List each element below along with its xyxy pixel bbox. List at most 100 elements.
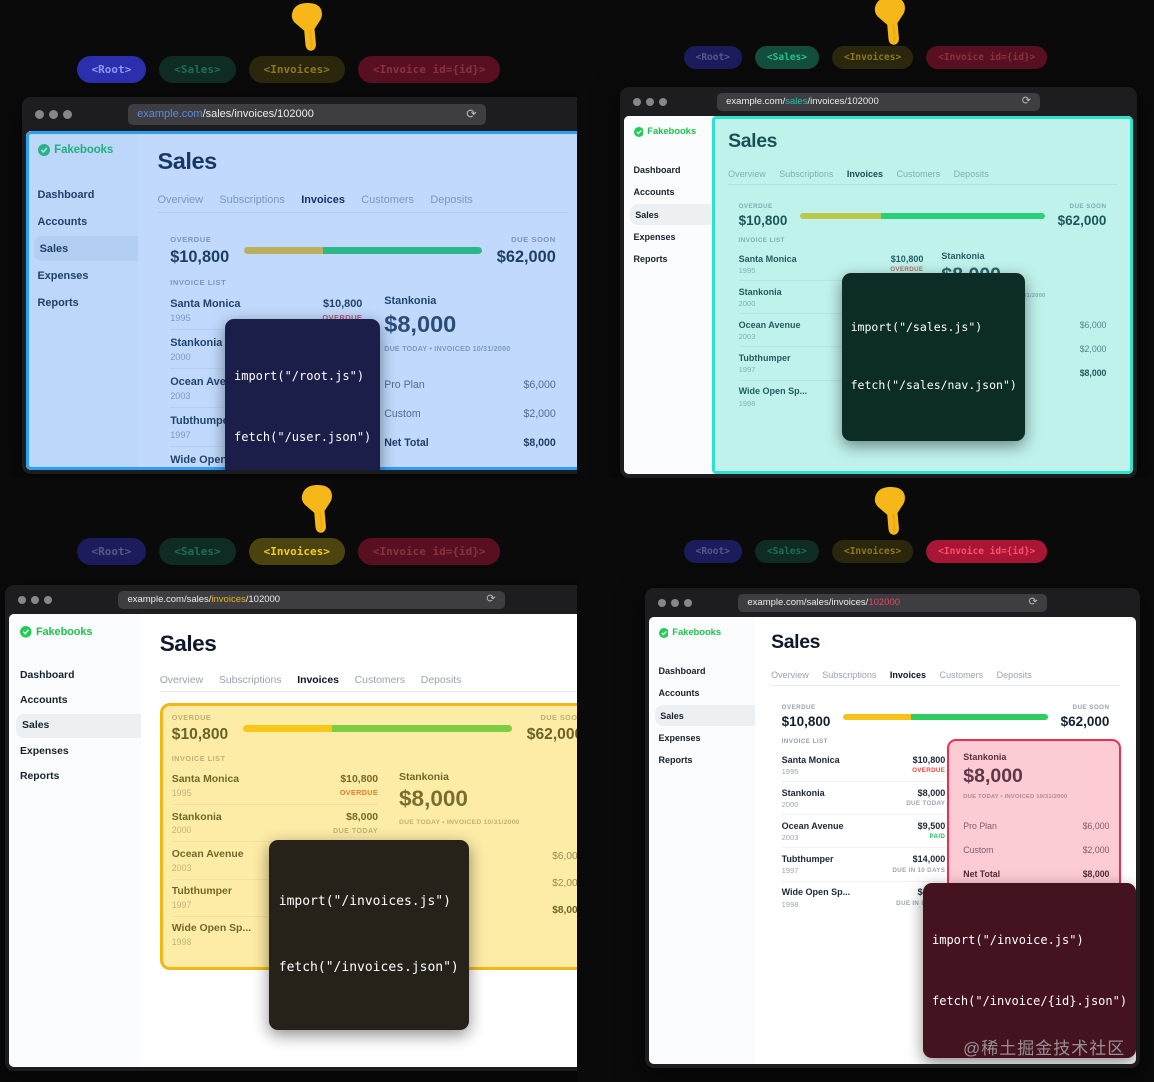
sidebar-item-accounts[interactable]: Accounts [658, 688, 700, 699]
browser-titlebar: example.com/sales/invoices/102000 ⟳ [22, 97, 577, 131]
tab-subscriptions[interactable]: Subscriptions [822, 669, 877, 680]
window-dot[interactable] [659, 97, 667, 106]
sidebar-item-expenses[interactable]: Expenses [633, 231, 676, 242]
tab-customers[interactable]: Customers [939, 669, 984, 680]
url-text-post: /102000 [245, 594, 281, 605]
route-pill-sales: <Sales> [159, 538, 236, 565]
tab-customers[interactable]: Customers [361, 194, 414, 207]
window-controls[interactable] [18, 595, 52, 604]
overdue-label: OVERDUE [170, 234, 212, 244]
browser-titlebar: example.com/sales/invoices/102000 ⟳ [620, 87, 1137, 116]
tab-overview[interactable]: Overview [157, 194, 203, 207]
page-title: Sales [159, 630, 217, 656]
reload-icon[interactable]: ⟳ [486, 593, 496, 606]
sidebar-item-sales[interactable]: Sales [33, 236, 138, 262]
tab-overview[interactable]: Overview [771, 669, 809, 680]
window-dot[interactable] [31, 595, 39, 604]
window-dot[interactable] [658, 598, 666, 607]
window-dot[interactable] [646, 97, 654, 106]
window-controls[interactable] [658, 598, 692, 607]
tab-deposits[interactable]: Deposits [420, 674, 462, 686]
sidebar-item-expenses[interactable]: Expenses [19, 745, 69, 757]
tab-subscriptions[interactable]: Subscriptions [779, 168, 834, 179]
line-item-label: Pro Plan [963, 821, 997, 832]
sidebar-item-dashboard[interactable]: Dashboard [633, 164, 681, 175]
tabs-divider [159, 691, 577, 693]
sidebar-item-sales[interactable]: Sales [655, 705, 755, 726]
sidebar-item-accounts[interactable]: Accounts [37, 215, 88, 228]
url-bar[interactable]: example.com/sales/invoices/102000 ⟳ [128, 103, 486, 125]
url-bar[interactable]: example.com/sales/invoices/102000 ⟳ [118, 590, 505, 609]
sidebar-item-accounts[interactable]: Accounts [633, 187, 675, 198]
tab-overview[interactable]: Overview [728, 168, 766, 179]
tab-deposits[interactable]: Deposits [996, 669, 1032, 680]
window-controls[interactable] [633, 97, 667, 106]
line-item-value: $2,000 [1082, 845, 1110, 856]
tab-customers[interactable]: Customers [896, 168, 941, 179]
fakebooks-logo: Fakebooks [26, 143, 138, 156]
invoice-amount: $14,000 [912, 854, 946, 865]
invoice-row[interactable]: Wide Open Sp...1998 $4,600DUE IN 8 DAYS [782, 882, 946, 914]
sidebar-item-sales[interactable]: Sales [16, 714, 141, 738]
line-item-value: $6,000 [523, 379, 556, 391]
window-dot[interactable] [63, 109, 72, 119]
sidebar-item-dashboard[interactable]: Dashboard [658, 665, 706, 676]
pointing-down-finger-icon [284, 2, 330, 54]
invoice-row[interactable]: Santa Monica 1995 $10,800 OVERDUE [738, 248, 924, 282]
tab-invoices[interactable]: Invoices [297, 674, 339, 686]
invoice-row[interactable]: Santa Monica 1995 $10,800 OVERDUE [781, 749, 946, 783]
invoice-amount: $9,500 [917, 820, 946, 831]
invoice-row[interactable]: Ocean Avenue 2003 $9,500 PAID [781, 815, 946, 849]
line-item-value: $6,000 [1079, 320, 1107, 331]
invoice-row[interactable]: Santa Monica 1995 $10,800 OVERDUE [171, 768, 379, 806]
invoice-name: Tubthumper [738, 353, 791, 364]
sidebar-item-reports[interactable]: Reports [37, 296, 79, 309]
route-pill-invoices: <Invoices> [831, 46, 914, 69]
window-dot[interactable] [44, 595, 52, 604]
window-dot[interactable] [18, 595, 26, 604]
invoice-name: Ocean Avenue [738, 319, 801, 330]
window-dot[interactable] [49, 109, 58, 119]
tab-invoices[interactable]: Invoices [846, 168, 883, 179]
window-controls[interactable] [35, 109, 72, 119]
sidebar-item-reports[interactable]: Reports [19, 771, 60, 783]
url-bar[interactable]: example.com/sales/invoices/102000 ⟳ [738, 593, 1047, 612]
invoice-row[interactable]: Stankonia 2000 $8,000 DUE TODAY [781, 782, 946, 816]
browser-window: example.com/sales/invoices/102000 ⟳ Fake… [645, 588, 1140, 1068]
tab-invoices[interactable]: Invoices [889, 669, 926, 680]
invoice-amount: $8,000 [346, 811, 379, 823]
tab-deposits[interactable]: Deposits [430, 194, 473, 207]
sidebar-item-sales[interactable]: Sales [630, 204, 712, 225]
overdue-label: OVERDUE [781, 703, 816, 711]
sidebar-item-expenses[interactable]: Expenses [658, 732, 701, 743]
tab-subscriptions[interactable]: Subscriptions [218, 674, 282, 686]
window-dot[interactable] [684, 598, 692, 607]
app-sidebar: Fakebooks Dashboard Accounts Sales Expen… [649, 617, 755, 1064]
route-pill-sales: <Sales> [754, 46, 819, 69]
sidebar-item-dashboard[interactable]: Dashboard [19, 669, 75, 681]
tab-subscriptions[interactable]: Subscriptions [219, 194, 285, 207]
reload-icon[interactable]: ⟳ [1021, 95, 1031, 108]
tab-deposits[interactable]: Deposits [953, 168, 989, 179]
sidebar-item-expenses[interactable]: Expenses [37, 269, 89, 282]
tab-customers[interactable]: Customers [354, 674, 406, 686]
url-bar[interactable]: example.com/sales/invoices/102000 ⟳ [717, 92, 1040, 111]
reload-icon[interactable]: ⟳ [1028, 596, 1038, 609]
progress-overdue-segment [244, 247, 323, 255]
progress-remaining-segment [331, 724, 513, 732]
window-dot[interactable] [35, 109, 44, 119]
sidebar-item-dashboard[interactable]: Dashboard [37, 188, 95, 201]
tab-invoices[interactable]: Invoices [301, 194, 345, 207]
reload-icon[interactable]: ⟳ [466, 106, 477, 121]
tab-overview[interactable]: Overview [159, 674, 204, 686]
window-dot[interactable] [671, 598, 679, 607]
window-dot[interactable] [633, 97, 641, 106]
sidebar-item-reports[interactable]: Reports [633, 254, 668, 265]
invoice-row[interactable]: Stankonia 2000 $8,000 DUE TODAY [171, 805, 379, 843]
sidebar-item-accounts[interactable]: Accounts [19, 695, 68, 707]
sidebar-item-reports[interactable]: Reports [658, 755, 693, 766]
pointing-down-hand-glyph [874, 486, 905, 535]
detail-invoice-name: Stankonia [963, 752, 1007, 763]
tabs-divider [157, 212, 569, 214]
